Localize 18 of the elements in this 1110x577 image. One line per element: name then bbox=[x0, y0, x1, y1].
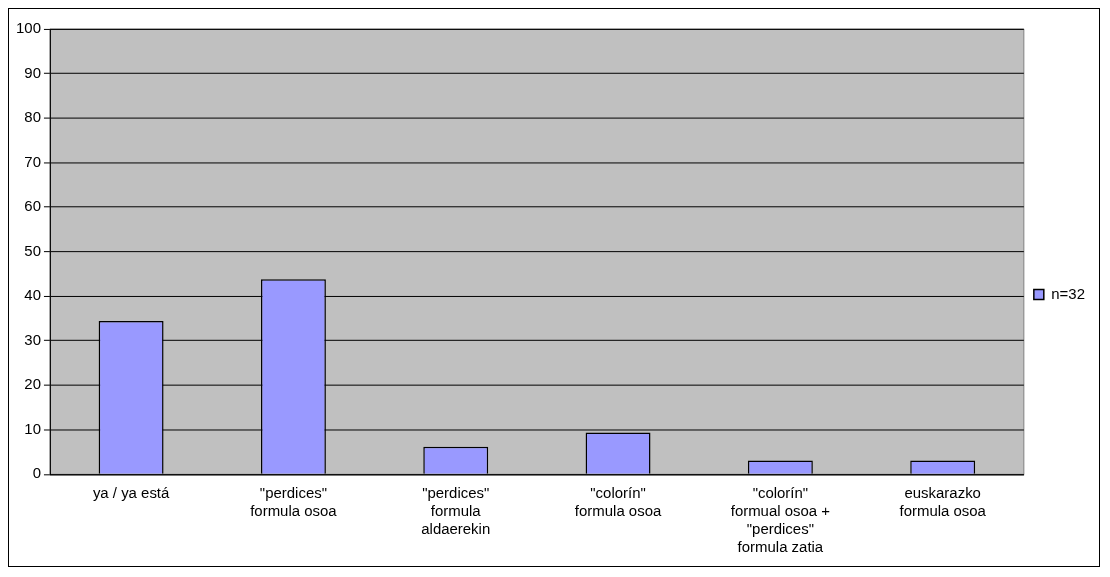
y-tick-label: 80 bbox=[24, 108, 41, 126]
x-tick-label: "perdices" formula aldaerekin bbox=[421, 484, 491, 538]
y-tick-label: 10 bbox=[24, 419, 41, 437]
x-tick-label: "colorín" formual osoa + "perdices" formula zatia bbox=[730, 484, 831, 556]
y-tick-label: 40 bbox=[24, 286, 41, 304]
y-tick-label: 100 bbox=[16, 19, 41, 37]
y-tick-label: 60 bbox=[24, 197, 41, 215]
y-tick-label: 30 bbox=[24, 330, 41, 348]
y-tick-label: 0 bbox=[32, 464, 41, 482]
legend-label: n=32 bbox=[1051, 284, 1085, 302]
x-tick-label: "colorín" formula osoa bbox=[574, 484, 662, 520]
y-tick-label: 20 bbox=[24, 375, 41, 393]
y-tick-label: 50 bbox=[24, 241, 41, 259]
x-tick-label: "perdices" formula osoa bbox=[250, 484, 338, 520]
y-tick-label: 90 bbox=[24, 63, 41, 81]
x-tick-label: euskarazko formula osoa bbox=[899, 484, 987, 520]
x-tick-label: ya / ya está bbox=[92, 484, 171, 502]
y-tick-label: 70 bbox=[24, 152, 41, 170]
